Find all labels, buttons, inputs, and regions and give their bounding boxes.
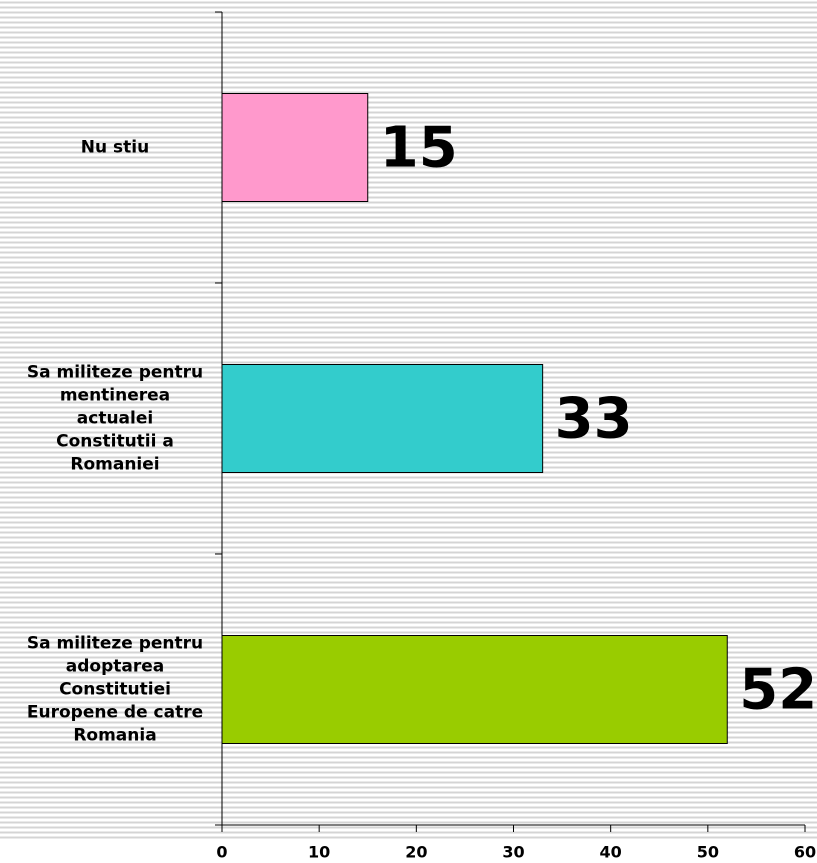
bar bbox=[221, 364, 544, 473]
x-tick-label: 60 bbox=[794, 843, 816, 862]
category-label: Sa militeze pentru adoptarea Constitutie… bbox=[26, 633, 204, 745]
x-tick-label: 0 bbox=[216, 843, 227, 862]
bar bbox=[221, 635, 728, 744]
x-tick-label: 20 bbox=[405, 843, 427, 862]
bar bbox=[221, 93, 369, 202]
x-tick-label: 30 bbox=[502, 843, 524, 862]
x-tick-label: 40 bbox=[600, 843, 622, 862]
category-label: Nu stiu bbox=[80, 137, 150, 157]
x-tick-label: 10 bbox=[308, 843, 330, 862]
value-label: 15 bbox=[380, 116, 458, 181]
value-label: 52 bbox=[739, 658, 817, 723]
x-tick-label: 50 bbox=[697, 843, 719, 862]
category-label: Sa militeze pentru mentinerea actualei C… bbox=[26, 362, 204, 474]
value-label: 33 bbox=[555, 387, 633, 452]
